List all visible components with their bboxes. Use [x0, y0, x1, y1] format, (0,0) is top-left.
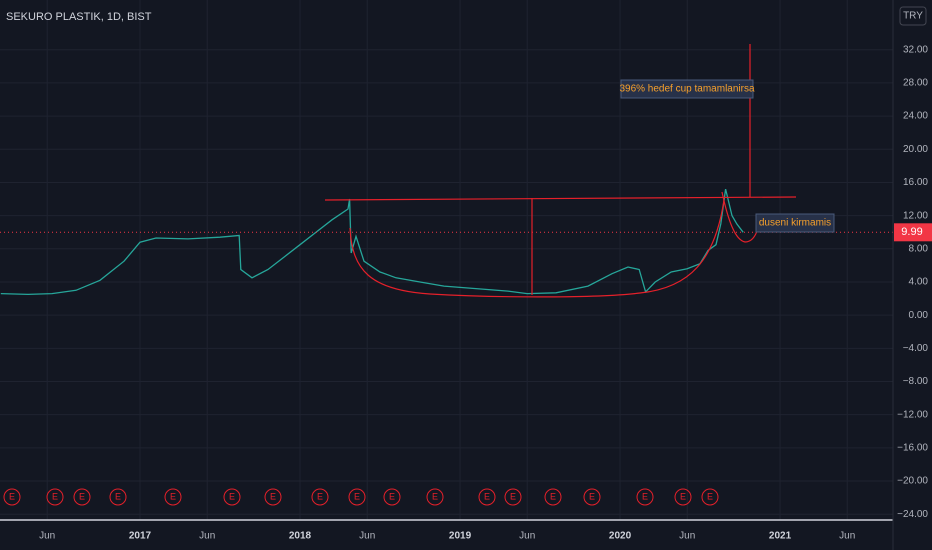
- y-tick-label: 24.00: [903, 111, 928, 122]
- annotation-box: [755, 213, 835, 233]
- earnings-icon: [674, 488, 692, 506]
- earnings-label: E: [550, 491, 556, 501]
- resistance-line: [324, 196, 797, 201]
- earnings-icon: [311, 488, 329, 506]
- earnings-icon: [223, 488, 241, 506]
- y-tick-label: 32.00: [903, 44, 928, 55]
- y-tick-label: −24.00: [897, 509, 928, 520]
- drawings: 396% hedef cup tamamlanirsa duseni kirma…: [324, 44, 835, 298]
- y-tick-label: 16.00: [903, 177, 928, 188]
- grid-layer: [0, 0, 893, 520]
- last-price-box: [894, 223, 932, 242]
- earnings-label: E: [79, 491, 85, 501]
- earnings-icon: [73, 488, 91, 506]
- earnings-label: E: [354, 491, 360, 501]
- annotation-box: [620, 79, 754, 99]
- earnings-label: E: [170, 491, 176, 501]
- x-tick-label: Jun: [199, 531, 215, 542]
- cup-curve: [349, 199, 725, 298]
- chart-title: SEKURO PLASTIK, 1D, BIST: [6, 11, 152, 23]
- earnings-label: E: [9, 491, 15, 501]
- y-tick-label: 8.00: [909, 243, 929, 254]
- earnings-label: E: [389, 491, 395, 501]
- earnings-icon: [426, 488, 444, 506]
- x-tick-label: Jun: [679, 531, 695, 542]
- currency-label[interactable]: TRY: [903, 11, 923, 22]
- x-tick-label: 2020: [609, 531, 632, 542]
- earnings-label: E: [642, 491, 648, 501]
- earnings-label: E: [115, 491, 121, 501]
- y-tick-label: 12.00: [903, 210, 928, 221]
- earnings-label: E: [707, 491, 713, 501]
- x-tick-label: Jun: [39, 531, 55, 542]
- x-tick-label: Jun: [839, 531, 855, 542]
- earnings-icon: [478, 488, 496, 506]
- earnings-label: E: [589, 491, 595, 501]
- x-tick-label: 2017: [129, 531, 152, 542]
- earnings-label: E: [229, 491, 235, 501]
- price-line: [0, 188, 744, 296]
- y-tick-label: −4.00: [903, 343, 929, 354]
- earnings-label: E: [52, 491, 58, 501]
- earnings-icon: [636, 488, 654, 506]
- earnings-label: E: [680, 491, 686, 501]
- earnings-label: E: [432, 491, 438, 501]
- x-tick-label: Jun: [359, 531, 375, 542]
- earnings-icon: [46, 488, 64, 506]
- earnings-icon: [544, 488, 562, 506]
- earnings-icon: [109, 488, 127, 506]
- y-tick-label: 28.00: [903, 78, 928, 89]
- earnings-label: E: [270, 491, 276, 501]
- earnings-icon: [383, 488, 401, 506]
- y-tick-label: −16.00: [897, 442, 928, 453]
- handle-curve: [721, 191, 759, 243]
- currency-button[interactable]: [899, 6, 927, 26]
- earnings-icon: [164, 488, 182, 506]
- earnings-icon: [504, 488, 522, 506]
- y-tick-label: −12.00: [897, 409, 928, 420]
- earnings-icon: [3, 488, 21, 506]
- earnings-label: E: [510, 491, 516, 501]
- last-price-label: 9.99: [901, 226, 922, 238]
- x-tick-label: 2019: [449, 531, 472, 542]
- x-tick-label: 2018: [289, 531, 312, 542]
- earnings-label: E: [484, 491, 490, 501]
- annotation: duseni kirmamis: [759, 218, 831, 229]
- annotation: 396% hedef cup tamamlanirsa: [619, 84, 755, 95]
- earnings-icon: [583, 488, 601, 506]
- earnings-icon: [701, 488, 719, 506]
- earnings-icon: [348, 488, 366, 506]
- y-tick-label: −8.00: [903, 376, 929, 387]
- x-tick-label: Jun: [519, 531, 535, 542]
- earnings-icon: [264, 488, 282, 506]
- y-tick-label: 4.00: [909, 277, 929, 288]
- y-tick-label: −20.00: [897, 476, 928, 487]
- y-tick-label: 20.00: [903, 144, 928, 155]
- earnings-label: E: [317, 491, 323, 501]
- data-layer: [0, 188, 893, 296]
- y-tick-label: 0.00: [909, 310, 929, 321]
- x-tick-label: 2021: [769, 531, 792, 542]
